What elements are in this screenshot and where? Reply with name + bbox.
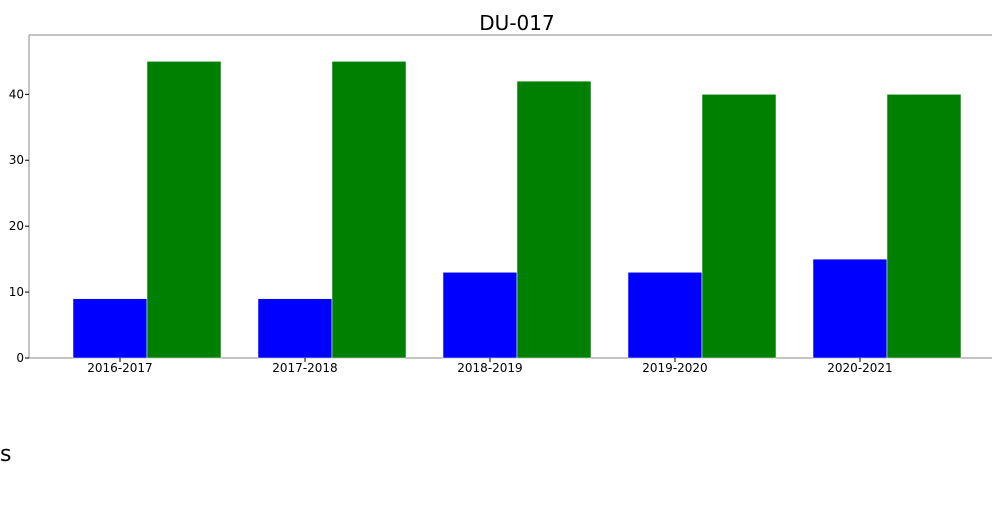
x-tick-label: 2020-2021 [827,361,892,375]
y-tick-label: 0 [16,351,24,365]
bar-series-a-2019-2020 [627,272,703,359]
x-tick-label: 2017-2018 [272,361,337,375]
x-tick-label: 2018-2019 [457,361,522,375]
bar-series-a-2018-2019 [442,272,518,359]
x-tick-label: 2016-2017 [87,361,152,375]
y-tick-label: 20 [9,219,24,233]
bars [72,61,962,359]
bar-series-b-2020-2021 [886,94,962,359]
tick-labels: 2016-2017 2017-2018 2018-2019 2019-2020 2020… [9,87,893,375]
bar-series-b-2017-2018 [331,61,407,359]
x-tick-label: 2019-2020 [642,361,707,375]
chart-title: DU-017 [479,11,554,35]
y-tick-label: 10 [9,285,24,299]
footer-text: s [0,442,12,467]
y-tick-label: 30 [9,153,24,167]
bar-series-b-2018-2019 [516,80,592,359]
bar-series-b-2019-2020 [701,94,777,359]
bar-series-a-2017-2018 [257,298,333,359]
bar-series-a-2020-2021 [812,258,888,359]
bar-series-a-2016-2017 [72,298,148,359]
y-tick-label: 40 [9,87,24,101]
bar-series-b-2016-2017 [146,61,222,359]
